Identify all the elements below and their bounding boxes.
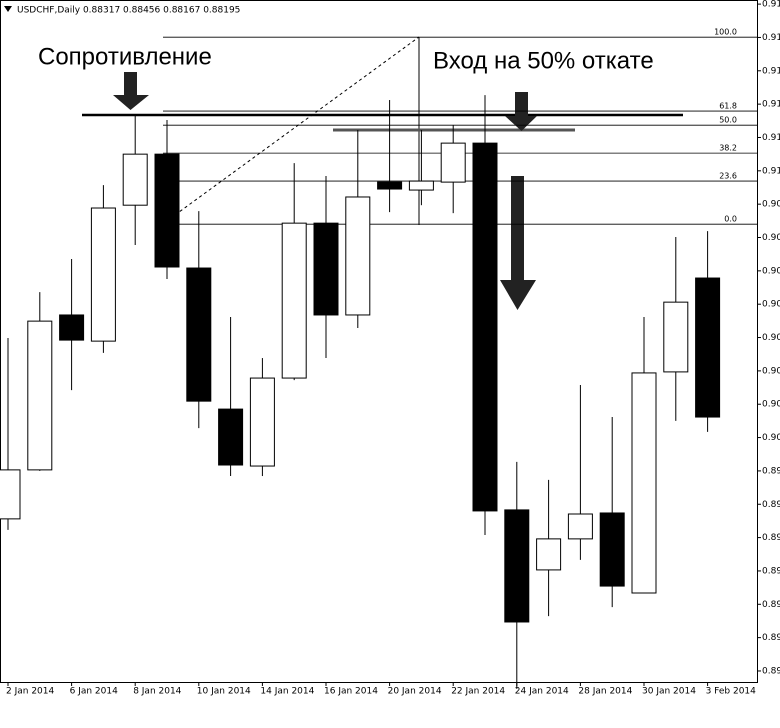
candle-body bbox=[249, 377, 275, 467]
x-tick-label: 3 Feb 2014 bbox=[706, 687, 757, 697]
x-tick-label: 16 Jan 2014 bbox=[324, 687, 378, 697]
y-tick-label: 0.90390 bbox=[762, 333, 780, 343]
candle-body bbox=[186, 267, 212, 402]
candle-body bbox=[154, 153, 180, 268]
candle-body bbox=[663, 301, 689, 373]
arrow bbox=[113, 72, 149, 110]
candle-body bbox=[90, 207, 116, 342]
candle-body bbox=[472, 142, 498, 512]
candle-body bbox=[27, 320, 53, 471]
annotation: Вход на 50% откате bbox=[433, 47, 654, 74]
fib-label: 50.0 bbox=[719, 116, 737, 125]
menu-icon bbox=[4, 6, 12, 12]
y-tick-label: 0.89220 bbox=[762, 633, 780, 643]
y-tick-label: 0.89090 bbox=[762, 666, 780, 676]
x-tick-label: 10 Jan 2014 bbox=[197, 687, 251, 697]
fib-label: 100.0 bbox=[714, 28, 737, 37]
x-tick-label: 14 Jan 2014 bbox=[260, 687, 314, 697]
candle-body bbox=[281, 222, 307, 379]
y-tick-label: 0.90910 bbox=[762, 200, 780, 210]
y-tick-label: 0.91560 bbox=[762, 33, 780, 43]
x-tick-label: 6 Jan 2014 bbox=[70, 687, 118, 697]
y-tick-label: 0.90260 bbox=[762, 366, 780, 376]
chart-title: USDCHF,Daily 0.88317 0.88456 0.88167 0.8… bbox=[17, 6, 240, 16]
y-tick-label: 0.91300 bbox=[762, 100, 780, 110]
y-tick-label: 0.91430 bbox=[762, 66, 780, 76]
candle-body bbox=[440, 142, 466, 183]
y-tick-label: 0.90650 bbox=[762, 266, 780, 276]
candle-body bbox=[695, 277, 721, 418]
candle-body bbox=[59, 314, 85, 341]
x-tick-label: 2 Jan 2014 bbox=[6, 687, 54, 697]
candle-body bbox=[631, 372, 657, 594]
y-tick-label: 0.90520 bbox=[762, 300, 780, 310]
x-tick-label: 20 Jan 2014 bbox=[388, 687, 442, 697]
candle-body bbox=[313, 222, 339, 316]
y-tick-label: 0.91170 bbox=[762, 133, 780, 143]
candle-body bbox=[122, 153, 148, 206]
trend-line bbox=[174, 36, 420, 216]
candle-body bbox=[567, 513, 593, 540]
plot-frame bbox=[0, 0, 758, 683]
y-tick-label: 0.89610 bbox=[762, 533, 780, 543]
y-tick-label: 0.89740 bbox=[762, 500, 780, 510]
x-tick-label: 30 Jan 2014 bbox=[642, 687, 696, 697]
fib-label: 23.6 bbox=[719, 172, 737, 181]
x-tick-label: 24 Jan 2014 bbox=[515, 687, 569, 697]
candle-body bbox=[218, 408, 244, 466]
candle-body bbox=[345, 196, 371, 316]
y-tick-label: 0.90130 bbox=[762, 400, 780, 410]
y-tick-label: 0.91690 bbox=[762, 0, 780, 10]
annotation: Сопротивление bbox=[38, 43, 212, 70]
x-tick-label: 28 Jan 2014 bbox=[578, 687, 632, 697]
fib-label: 38.2 bbox=[719, 144, 737, 153]
candle-body bbox=[377, 181, 403, 190]
candle-body bbox=[536, 538, 562, 571]
y-tick-label: 0.91040 bbox=[762, 166, 780, 176]
fib-label: 0.0 bbox=[724, 215, 737, 224]
arrow bbox=[500, 176, 536, 310]
candle-body bbox=[599, 512, 625, 587]
candle-body bbox=[0, 469, 21, 520]
y-tick-label: 0.89350 bbox=[762, 600, 780, 610]
candle-body bbox=[504, 509, 530, 623]
y-tick-label: 0.90000 bbox=[762, 433, 780, 443]
candle-body bbox=[408, 180, 434, 191]
fib-label: 61.8 bbox=[719, 102, 737, 111]
arrow bbox=[505, 92, 537, 131]
y-tick-label: 0.89870 bbox=[762, 466, 780, 476]
x-tick-label: 22 Jan 2014 bbox=[451, 687, 505, 697]
y-tick-label: 0.89480 bbox=[762, 566, 780, 576]
y-tick-label: 0.90780 bbox=[762, 233, 780, 243]
x-tick-label: 8 Jan 2014 bbox=[133, 687, 181, 697]
